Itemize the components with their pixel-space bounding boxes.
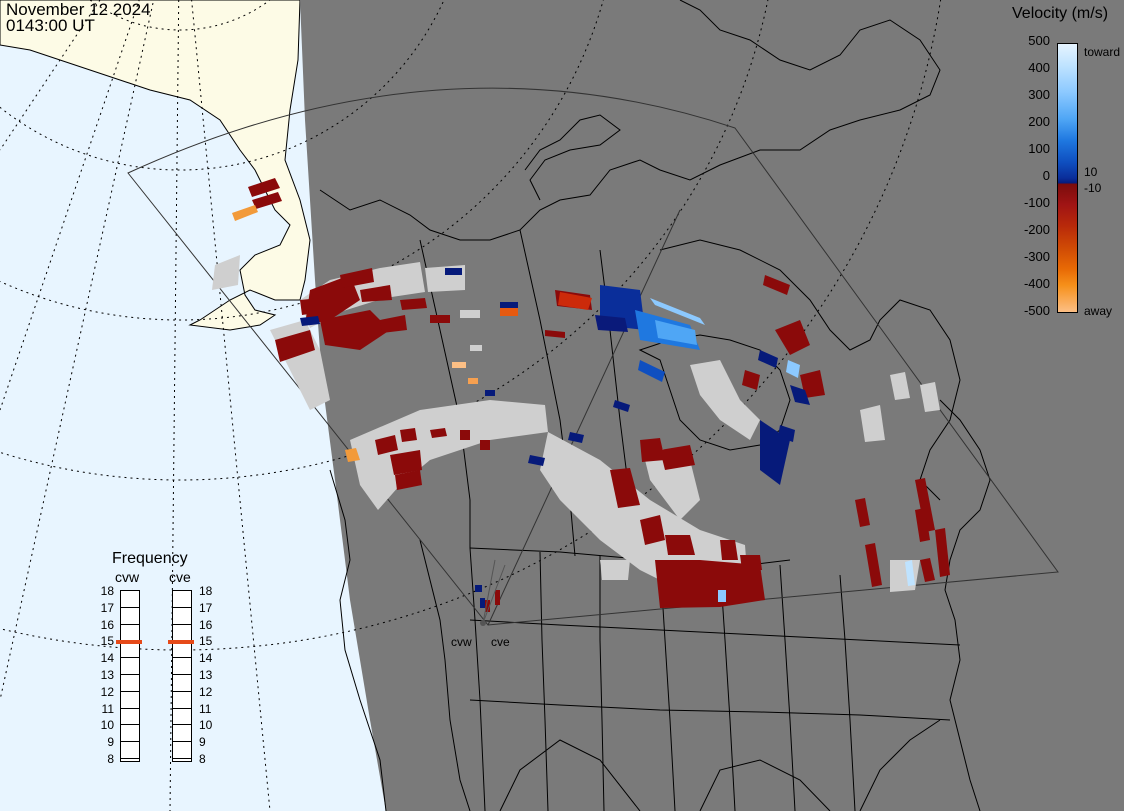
- colorbar-tick: 100: [1028, 141, 1050, 156]
- radar-sites: [480, 559, 506, 626]
- frequency-gridline: [121, 724, 139, 726]
- colorbar-tick: -400: [1023, 276, 1050, 291]
- frequency-tick: 12: [199, 684, 213, 699]
- frequency-gridline: [173, 758, 191, 759]
- frequency-radar-cve: cve: [169, 569, 191, 585]
- plot-date: November 12 2024: [6, 0, 151, 19]
- frequency-tick: 18: [100, 584, 114, 598]
- colorbar-tick: -100: [1023, 195, 1050, 210]
- frequency-tick: 15: [100, 634, 114, 649]
- frequency-tick: 8: [107, 752, 114, 766]
- radar-label-cvw: cvw: [451, 635, 472, 649]
- frequency-tick: 12: [100, 684, 114, 699]
- colorbar-toward-label: toward: [1084, 45, 1121, 59]
- frequency-tick: 10: [100, 718, 114, 733]
- colorbar-side-tick: 10: [1084, 165, 1098, 179]
- fov-outline: [127, 87, 1059, 626]
- frequency-tick: 9: [199, 735, 206, 750]
- colorbar-tick: 0: [1042, 168, 1050, 183]
- frequency-gridline: [121, 606, 139, 608]
- radar-label-cve: cve: [491, 635, 510, 649]
- strong-away-cells: [232, 205, 592, 462]
- frequency-tick: 17: [199, 600, 213, 615]
- colorbar-tick: 300: [1028, 87, 1050, 102]
- frequency-tick: 14: [199, 651, 213, 666]
- velocity-colorbar: [1057, 43, 1078, 313]
- frequency-tick: 15: [199, 634, 213, 649]
- frequency-gridline: [121, 623, 139, 625]
- frequency-gridline: [173, 606, 191, 608]
- colorbar-tick: -200: [1023, 222, 1050, 237]
- colorbar-tick: -500: [1023, 303, 1050, 318]
- frequency-gridline: [121, 657, 139, 659]
- frequency-column-cve: [172, 590, 192, 762]
- frequency-radar-cvw: cvw: [115, 569, 140, 585]
- frequency-gridline: [173, 741, 191, 743]
- frequency-marker-cve: [168, 640, 194, 645]
- frequency-marker-cvw: [116, 640, 142, 645]
- alaska-day-land: [0, 0, 311, 331]
- frequency-title: Frequency: [112, 550, 188, 567]
- frequency-tick: 17: [100, 600, 114, 615]
- frequency-gridline: [173, 690, 191, 692]
- away-velocity-cells: [248, 178, 950, 612]
- colorbar-tick: -300: [1023, 249, 1050, 264]
- frequency-gridline: [173, 623, 191, 625]
- colorbar-title: Velocity (m/s): [1012, 5, 1109, 22]
- frequency-tick: 13: [100, 668, 114, 682]
- frequency-tick: 14: [100, 651, 114, 666]
- frequency-gridline: [121, 674, 139, 675]
- colorbar-tick: 400: [1028, 60, 1050, 75]
- frequency-tick: 8: [199, 752, 206, 766]
- frequency-gridline: [121, 707, 139, 709]
- frequency-tick: 11: [199, 701, 212, 716]
- frequency-gridline: [121, 741, 139, 743]
- colorbar-tick: 200: [1028, 114, 1050, 129]
- frequency-gridline: [173, 707, 191, 709]
- frequency-tick: 16: [199, 617, 213, 632]
- frequency-gridline: [173, 657, 191, 659]
- frequency-tick: 18: [199, 584, 213, 598]
- toward-velocity-cells: [300, 268, 915, 608]
- colorbar-away-label: away: [1084, 304, 1113, 318]
- frequency-tick: 11: [101, 701, 114, 716]
- frequency-gridline: [173, 724, 191, 726]
- frequency-tick: 10: [199, 718, 213, 733]
- frequency-gridline: [121, 690, 139, 692]
- colorbar-side-tick: -10: [1084, 181, 1102, 195]
- frequency-column-cvw: [120, 590, 140, 762]
- frequency-gridline: [121, 758, 139, 759]
- frequency-gridline: [173, 674, 191, 675]
- frequency-tick: 13: [199, 668, 213, 682]
- latitude-grid: [0, 0, 941, 811]
- colorbar-tick: 500: [1028, 33, 1050, 48]
- frequency-tick: 16: [100, 617, 114, 632]
- plot-time: 0143:00 UT: [6, 16, 95, 35]
- frequency-tick: 9: [107, 735, 114, 750]
